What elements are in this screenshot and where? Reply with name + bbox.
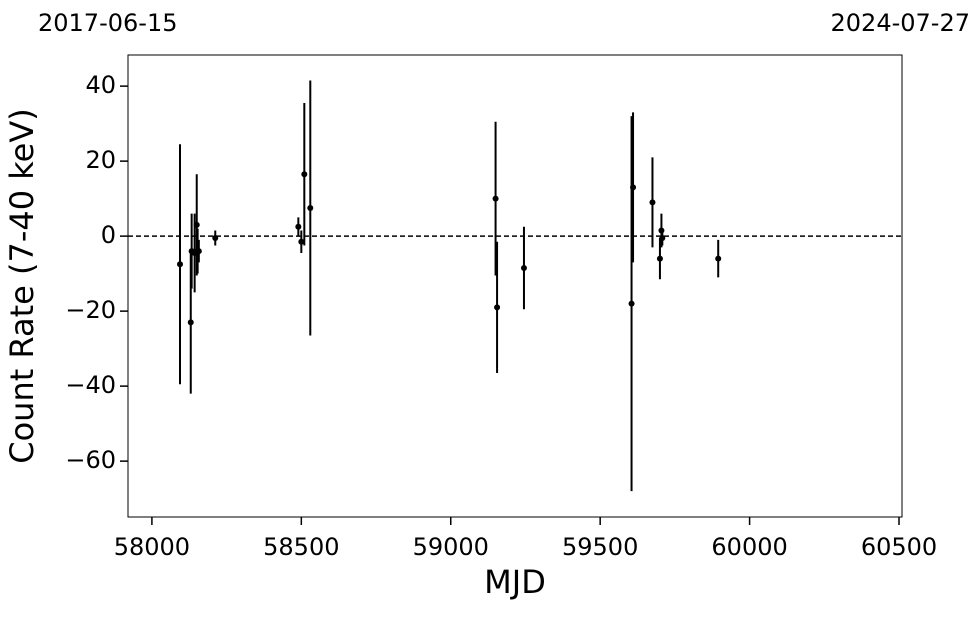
y-tick-label: −40 [65, 371, 116, 399]
data-point [195, 248, 202, 255]
data-point [301, 171, 308, 178]
data-point [212, 235, 219, 241]
top-left-label: 2017-06-15 [38, 9, 177, 37]
y-axis-label: Count Rate (7-40 keV) [3, 108, 41, 463]
x-tick-label: 58500 [263, 533, 339, 561]
y-tick-label: −20 [65, 296, 116, 324]
data-point [649, 199, 656, 206]
y-tick-label: 20 [85, 146, 116, 174]
top-right-label: 2024-07-27 [831, 9, 970, 37]
data-point [520, 265, 527, 271]
data-point [492, 195, 499, 202]
x-tick-label: 60500 [861, 533, 937, 561]
y-tick-label: 0 [101, 221, 116, 249]
y-tick-label: −60 [65, 446, 116, 474]
data-point [176, 261, 183, 268]
data-point [659, 235, 666, 241]
plot-frame [127, 54, 903, 518]
x-tick-label: 59500 [562, 533, 638, 561]
data-point [187, 319, 194, 326]
data-point [307, 205, 314, 211]
x-tick-label: 58000 [114, 533, 190, 561]
x-tick-label: 59000 [413, 533, 489, 561]
data-point [494, 304, 501, 311]
data-point [630, 184, 637, 191]
data-point [295, 223, 302, 230]
data-point [628, 300, 635, 307]
data-point [193, 221, 200, 228]
data-point [715, 255, 722, 262]
y-tick-label: 40 [85, 71, 116, 99]
data-point [298, 238, 305, 245]
data-point [656, 255, 663, 262]
x-axis-label: MJD [484, 563, 546, 601]
x-tick-label: 60000 [711, 533, 787, 561]
